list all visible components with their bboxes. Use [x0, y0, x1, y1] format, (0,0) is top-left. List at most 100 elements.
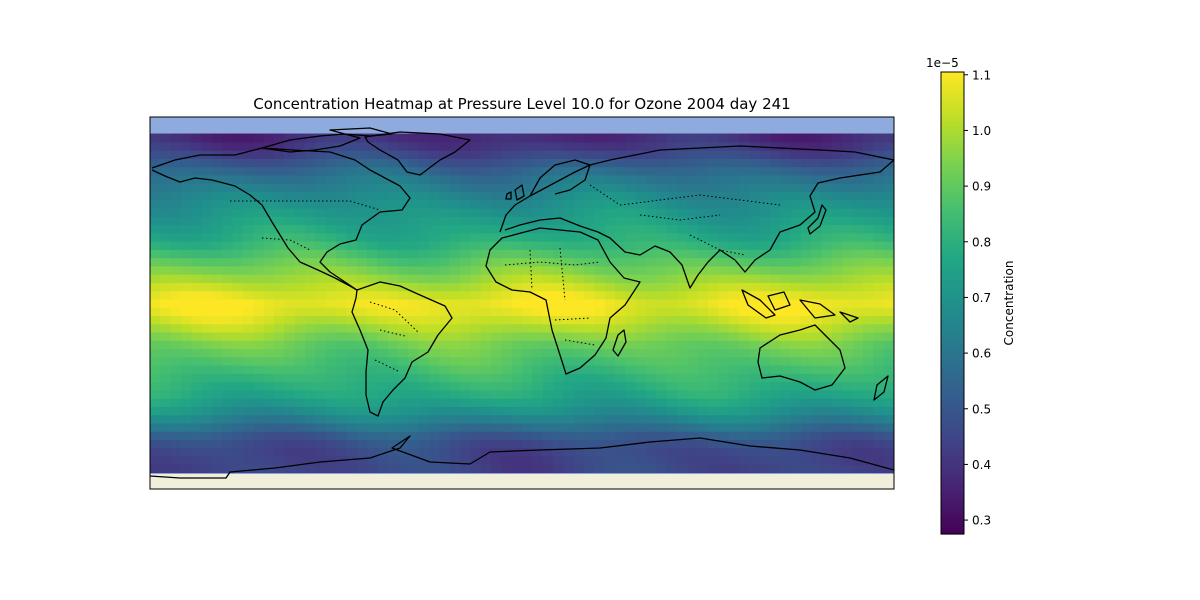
heatmap-cell — [811, 315, 823, 325]
heatmap-cell — [625, 199, 637, 209]
heatmap-cell — [780, 224, 792, 234]
heatmap-cell — [656, 207, 668, 217]
heatmap-cell — [666, 323, 678, 333]
heatmap-cell — [542, 257, 554, 267]
heatmap-cell — [790, 464, 802, 474]
heatmap-cell — [356, 141, 368, 151]
heatmap-cell — [573, 166, 585, 176]
heatmap-cell — [305, 323, 316, 333]
heatmap-cell — [852, 150, 864, 159]
heatmap-cell — [739, 365, 750, 374]
heatmap-cell — [429, 257, 440, 267]
heatmap-cell — [305, 257, 316, 267]
heatmap-cell — [883, 365, 894, 374]
heatmap-cell — [460, 340, 471, 350]
heatmap-cell — [646, 241, 657, 250]
heatmap-cell — [553, 431, 564, 440]
heatmap-cell — [470, 422, 482, 432]
heatmap-cell — [367, 232, 378, 242]
heatmap-cell — [821, 290, 833, 300]
heatmap-cell — [150, 431, 161, 440]
heatmap-cell — [594, 207, 606, 217]
heatmap-cell — [470, 274, 482, 283]
heatmap-cell — [542, 389, 554, 399]
heatmap-cell — [201, 265, 213, 275]
heatmap-cell — [305, 406, 316, 416]
heatmap-cell — [832, 439, 843, 449]
heatmap-cell — [274, 241, 285, 250]
heatmap-cell — [429, 365, 440, 374]
heatmap-cell — [398, 323, 409, 333]
heatmap-cell — [718, 340, 730, 350]
heatmap-cell — [790, 274, 802, 283]
heatmap-cell — [274, 422, 285, 432]
heatmap-cell — [263, 265, 275, 275]
heatmap-cell — [170, 331, 182, 341]
heatmap-cell — [687, 348, 699, 358]
heatmap-cell — [687, 174, 699, 184]
heatmap-cell — [501, 274, 513, 283]
colorbar-segment — [941, 120, 964, 124]
heatmap-cell — [336, 307, 347, 316]
heatmap-cell — [274, 398, 285, 407]
heatmap-cell — [522, 398, 533, 407]
heatmap-cell — [387, 389, 399, 399]
heatmap-cell — [852, 158, 864, 168]
heatmap-cell — [356, 232, 368, 242]
heatmap-cell — [553, 315, 564, 325]
heatmap-cell — [635, 389, 647, 399]
heatmap-cell — [243, 290, 254, 300]
heatmap-cell — [201, 216, 213, 226]
heatmap-cell — [522, 290, 533, 300]
heatmap-cell — [749, 431, 761, 440]
heatmap-cell — [377, 356, 389, 366]
heatmap-cell — [181, 381, 192, 391]
heatmap-cell — [439, 265, 451, 275]
colorbar-segment — [941, 228, 964, 232]
heatmap-cell — [325, 315, 337, 325]
heatmap-cell — [201, 323, 213, 333]
heatmap-cell — [325, 298, 337, 308]
heatmap-cell — [387, 216, 399, 226]
heatmap-cell — [222, 274, 234, 283]
heatmap-cell — [429, 282, 440, 292]
heatmap-cell — [739, 439, 750, 449]
heatmap-cell — [398, 348, 409, 358]
heatmap-cell — [697, 348, 709, 358]
heatmap-cell — [491, 216, 502, 226]
heatmap-cell — [305, 166, 316, 176]
heatmap-cell — [408, 464, 420, 474]
heatmap-cell — [770, 141, 781, 151]
heatmap-cell — [863, 282, 874, 292]
colorbar-tick-label: 0.6 — [972, 347, 991, 361]
heatmap-cell — [294, 356, 306, 366]
heatmap-cell — [150, 365, 161, 374]
heatmap-cell — [873, 265, 885, 275]
heatmap-cell — [573, 274, 585, 283]
heatmap-cell — [150, 232, 161, 242]
colorbar-segment — [941, 372, 964, 376]
heatmap-cell — [274, 224, 285, 234]
heatmap-cell — [811, 216, 823, 226]
border-us-canada — [230, 200, 381, 211]
heatmap-cell — [418, 414, 430, 424]
heatmap-cell — [625, 315, 637, 325]
heatmap-cell — [625, 183, 637, 192]
heatmap-cell — [594, 348, 606, 358]
heatmap-cell — [315, 439, 327, 449]
heatmap-cell — [253, 158, 265, 168]
heatmap-cell — [842, 166, 854, 176]
heatmap-cell — [594, 447, 606, 457]
heatmap-cell — [646, 166, 657, 176]
heatmap-cell — [212, 389, 223, 399]
heatmap-cell — [842, 150, 854, 159]
heatmap-cell — [584, 356, 595, 366]
heatmap-cell — [615, 464, 626, 474]
heatmap-cell — [759, 381, 771, 391]
heatmap-cell — [883, 141, 894, 151]
heatmap-cell — [170, 249, 182, 259]
heatmap-cell — [573, 249, 585, 259]
heatmap-cell — [584, 348, 595, 358]
heatmap-cell — [305, 150, 316, 159]
colorbar-segment — [941, 507, 964, 511]
